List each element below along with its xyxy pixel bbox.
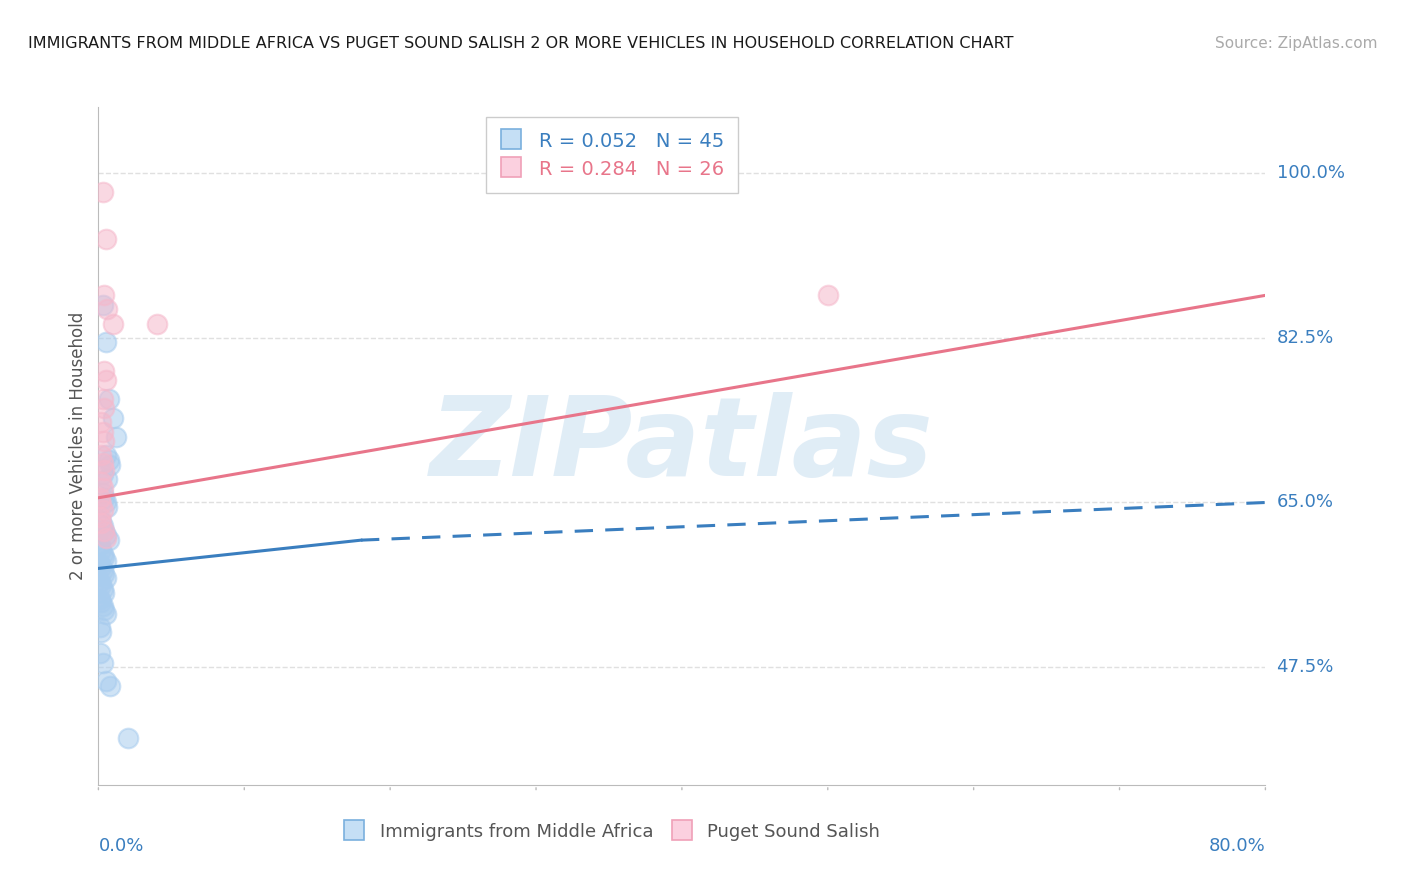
Point (89, 620, 111, 634)
Point (93, 550, 115, 565)
Point (93, 288, 115, 302)
Point (104, 429, 127, 443)
Point (97, 453, 120, 467)
Point (93, 586, 115, 600)
Point (97, 533, 120, 548)
Text: 80.0%: 80.0% (1209, 837, 1265, 855)
Point (93, 524, 115, 538)
Point (93, 567, 115, 582)
Point (94, 335, 117, 350)
Text: 65.0%: 65.0% (1277, 493, 1333, 511)
Point (94, 495, 117, 509)
Point (94, 674, 117, 689)
Point (91, 656, 114, 670)
Point (146, 317, 169, 331)
Point (91, 456, 114, 470)
Point (90, 625, 112, 640)
Point (89, 591, 111, 606)
Point (93, 401, 115, 416)
Point (89, 557, 111, 571)
Point (90, 516, 112, 531)
Point (90, 595, 112, 609)
Point (91, 582, 114, 596)
Point (98, 679, 121, 693)
Point (93, 364, 115, 378)
Text: IMMIGRANTS FROM MIDDLE AFRICA VS PUGET SOUND SALISH 2 OR MORE VEHICLES IN HOUSEH: IMMIGRANTS FROM MIDDLE AFRICA VS PUGET S… (28, 36, 1014, 51)
Point (91, 519, 114, 533)
Point (94, 571, 117, 585)
Point (94, 554, 117, 568)
Point (91, 185, 114, 199)
Point (96, 302, 118, 317)
Point (93, 491, 115, 505)
Point (817, 288, 839, 302)
Point (91, 425, 114, 439)
Text: 47.5%: 47.5% (1277, 658, 1334, 676)
Point (98, 458, 121, 472)
Point (94, 528, 117, 542)
Point (91, 486, 114, 500)
Point (89, 646, 111, 660)
Point (93, 524, 115, 538)
Text: 100.0%: 100.0% (1277, 164, 1344, 182)
Point (91, 599, 114, 613)
Point (89, 509, 111, 524)
Point (91, 547, 114, 561)
Point (90, 475, 112, 489)
Point (101, 410, 124, 425)
Point (96, 500, 118, 515)
Point (91, 503, 114, 517)
Text: 0.0%: 0.0% (98, 837, 143, 855)
Point (90, 514, 112, 528)
Point (90, 542, 112, 557)
Point (94, 607, 117, 621)
Text: 82.5%: 82.5% (1277, 329, 1334, 347)
Point (90, 497, 112, 511)
Text: ZIPatlas: ZIPatlas (430, 392, 934, 500)
Point (90, 578, 112, 592)
Text: Source: ZipAtlas.com: Source: ZipAtlas.com (1215, 36, 1378, 51)
Point (94, 373, 117, 387)
Point (91, 482, 114, 496)
Legend: Immigrants from Middle Africa, Puget Sound Salish: Immigrants from Middle Africa, Puget Sou… (335, 814, 889, 850)
Point (89, 574, 111, 589)
Y-axis label: 2 or more Vehicles in Household: 2 or more Vehicles in Household (69, 312, 87, 580)
Point (101, 317, 124, 331)
Point (90, 449, 112, 463)
Point (89, 491, 111, 505)
Point (97, 392, 120, 406)
Point (94, 232, 117, 246)
Point (91, 392, 114, 406)
Point (91, 298, 114, 312)
Point (89, 538, 111, 552)
Point (94, 449, 117, 463)
Point (93, 462, 115, 476)
Point (94, 531, 117, 545)
Point (93, 434, 115, 449)
Point (93, 603, 115, 617)
Point (90, 416, 112, 430)
Point (90, 559, 112, 574)
Point (91, 563, 114, 577)
Point (96, 472, 118, 486)
Point (91, 467, 114, 482)
Point (117, 731, 139, 745)
